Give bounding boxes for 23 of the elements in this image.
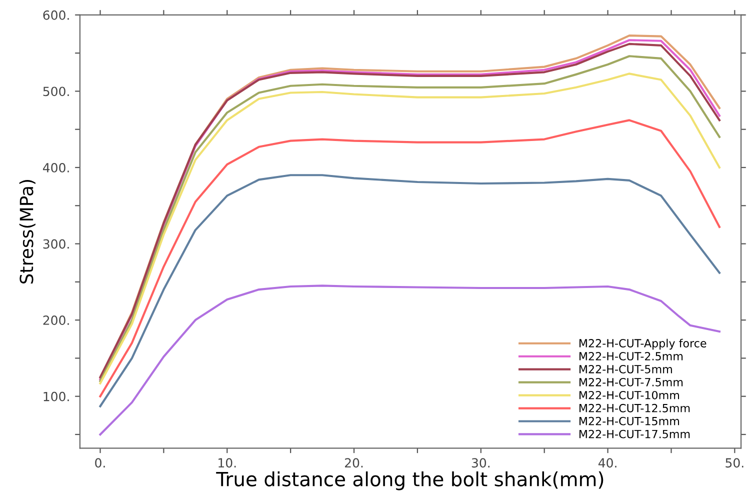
legend-label: M22-H-CUT-12.5mm — [579, 404, 690, 412]
legend-label: M22-H-CUT-5mm — [579, 364, 672, 374]
legend-label: M22-H-CUT-17.5mm — [579, 430, 690, 438]
line-series — [99, 119, 720, 398]
legend-label: M22-H-CUT-7.5mm — [579, 378, 683, 386]
y-tick-label: 400. — [42, 162, 69, 172]
legend-label: M22-H-CUT-2.5mm — [579, 352, 683, 360]
x-tick-label: 50. — [726, 458, 744, 468]
y-tick-label: 200. — [43, 316, 69, 325]
x-tick-label: 20. — [344, 458, 363, 468]
y-tick-label: 100. — [44, 392, 69, 402]
y-tick-label: 500. — [43, 86, 69, 96]
legend-label: M22-H-CUT-10mm — [579, 390, 680, 400]
x-tick-label: 0. — [95, 458, 105, 468]
y-tick-label: 600. — [43, 10, 69, 20]
x-axis-title: True distance along the bolt shank(mm) — [216, 471, 604, 490]
x-tick-label: 40. — [598, 458, 616, 468]
x-tick-label: 10. — [218, 458, 236, 468]
legend-label: M22-H-CUT-15mm — [579, 416, 680, 426]
legend-label: M22-H-CUT-Apply force — [579, 338, 706, 350]
x-tick-label: 30. — [472, 458, 490, 468]
y-axis-title: Stress(MPa) — [19, 180, 36, 284]
y-tick-label: 300. — [43, 239, 69, 249]
